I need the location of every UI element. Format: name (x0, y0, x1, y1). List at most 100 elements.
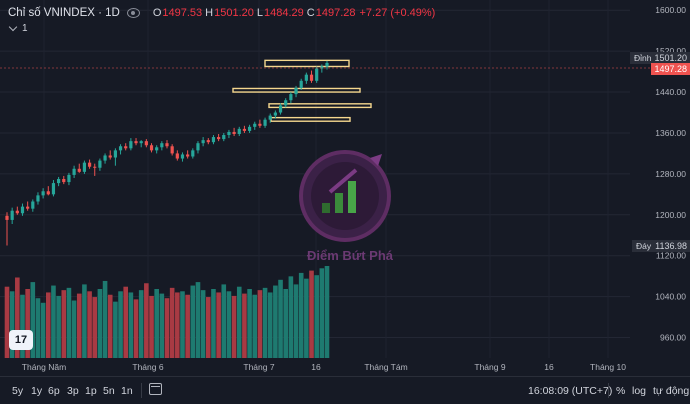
candle-body (299, 80, 303, 88)
volume-bar (4, 286, 10, 358)
price-tick-label: 1040.00 (655, 292, 686, 302)
volume-bar (293, 284, 299, 358)
volume-bar (97, 289, 103, 358)
range-5y[interactable]: 5y (12, 385, 24, 397)
candle-body (196, 143, 200, 151)
candle-body (41, 191, 45, 196)
volume-bar (226, 291, 232, 358)
candle-body (160, 143, 164, 148)
high-value: 1501.20 (214, 7, 254, 19)
price-tick-label: 1600.00 (655, 5, 686, 15)
volume-bar (118, 291, 123, 358)
volume-bar (247, 289, 252, 358)
volume-bar (221, 284, 227, 358)
volume-bar (149, 295, 154, 358)
calendar-icon[interactable] (149, 383, 162, 395)
candle-body (227, 131, 231, 136)
last-price-tag: 1497.28 (651, 63, 690, 75)
candlestick-chart[interactable]: 1600.00 1520.00 1440.00 1360.00 1280.00 1200.… (0, 0, 690, 376)
volume-bar (205, 297, 211, 358)
volume-bar (283, 289, 289, 358)
candle-body (217, 137, 221, 140)
time-tick-label: Tháng Tám (364, 362, 407, 372)
price-tick-label: 1120.00 (656, 251, 686, 261)
candle-body (46, 191, 50, 195)
volume-bar (51, 285, 56, 358)
price-tick-label: 1200.00 (655, 210, 686, 220)
time-tick-label: 16 (311, 362, 321, 372)
eye-icon[interactable] (126, 8, 140, 18)
volume-bar (236, 286, 242, 358)
time-tick-label: Tháng 6 (132, 362, 163, 372)
close-value: 1497.28 (315, 7, 356, 19)
candle-body (98, 160, 102, 168)
candle-body (93, 166, 97, 168)
candle-body (72, 168, 76, 175)
volume-bar (180, 291, 185, 358)
volume-bar (154, 289, 159, 358)
candle-body (222, 135, 226, 140)
candle-body (15, 210, 19, 214)
peak-value-tag: 1501.20 (651, 52, 690, 64)
candle-body (325, 62, 329, 67)
candle-body (10, 210, 14, 220)
volume-bar (200, 290, 206, 358)
indicator-count: 1 (22, 23, 28, 34)
candle-body (155, 147, 159, 151)
volume-bar (314, 275, 319, 358)
volume-bar (278, 279, 283, 358)
volume-bar (190, 285, 196, 358)
candle-body (206, 140, 210, 143)
toolbar-divider-right (608, 383, 609, 398)
volume-bar (102, 280, 108, 358)
range-6p[interactable]: 6p (48, 385, 60, 397)
candle-body (294, 87, 298, 95)
candle-body (62, 179, 66, 183)
percent-toggle[interactable]: % (616, 385, 626, 397)
candle-body (20, 206, 25, 214)
price-tick-label: 960.00 (660, 333, 686, 343)
volume-bar (20, 294, 25, 358)
range-1p[interactable]: 1p (85, 385, 97, 397)
bottom-toolbar: 5y 1y 6p 3p 1p 5n 1n 16:08:09 (UTC+7) % … (0, 376, 690, 404)
candle-body (258, 123, 262, 126)
tradingview-logo[interactable]: 17 (9, 330, 33, 350)
candle-body (31, 201, 35, 209)
candle-body (134, 141, 138, 144)
candle-body (67, 174, 71, 183)
volume-bar (71, 300, 77, 358)
time-tick-label: Tháng Năm (22, 362, 66, 372)
range-1y[interactable]: 1y (31, 385, 43, 397)
trough-value-tag: 1136.98 (652, 240, 690, 252)
candle-body (247, 126, 252, 131)
candle-body (144, 141, 148, 146)
candle-body (129, 141, 133, 149)
toolbar-divider (141, 383, 142, 398)
volume-bar (195, 282, 201, 358)
clock-time[interactable]: 16:08:09 (UTC+7) (528, 385, 613, 397)
price-tick-label: 1520.00 (655, 46, 686, 56)
price-tick-label: 1280.00 (655, 169, 686, 179)
candle-body (242, 128, 247, 131)
volume-bar (164, 298, 170, 358)
volume-bar (138, 290, 144, 358)
candle-body (273, 112, 277, 116)
volume-bar (61, 290, 67, 358)
volume-bar (211, 289, 216, 358)
volume-bar (185, 294, 190, 358)
candle-body (108, 155, 112, 158)
range-3p[interactable]: 3p (67, 385, 79, 397)
candle-body (237, 128, 241, 134)
log-toggle[interactable]: log (632, 385, 647, 397)
range-1n[interactable]: 1n (121, 385, 133, 397)
auto-scale-toggle[interactable]: tự động (653, 385, 690, 397)
range-5n[interactable]: 5n (103, 385, 115, 397)
volume-bar (30, 282, 36, 358)
candle-body (82, 162, 87, 172)
volume-bar (175, 292, 180, 358)
indicators-toggle[interactable]: 1 (8, 22, 28, 34)
symbol-title[interactable]: Chỉ số VNINDEX · 1D (8, 7, 120, 19)
volume-bar (257, 290, 263, 358)
volume-bar (76, 293, 82, 358)
